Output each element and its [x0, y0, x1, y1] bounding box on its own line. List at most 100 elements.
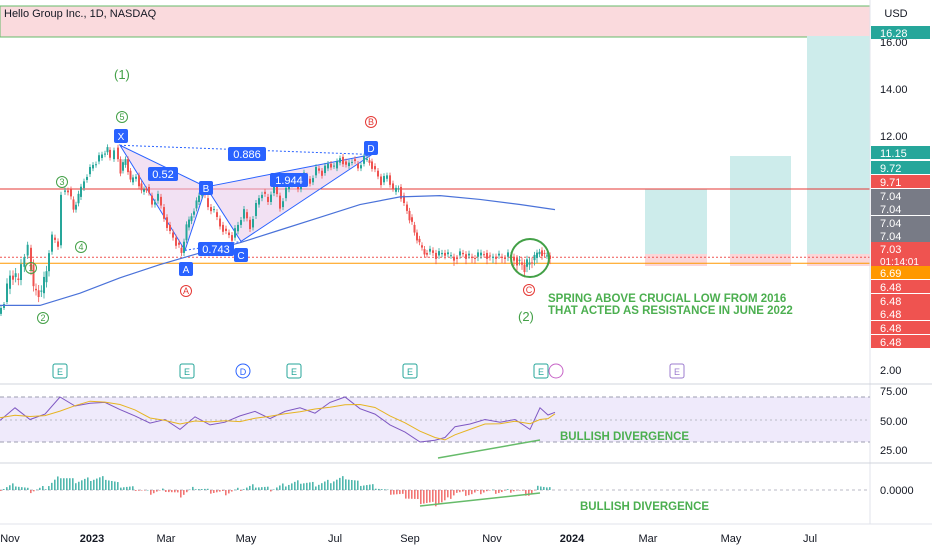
candle-body	[285, 187, 287, 199]
candle-body	[447, 252, 449, 255]
macd-bar	[324, 481, 326, 490]
candle-body	[122, 162, 124, 171]
macd-bar	[192, 486, 194, 490]
candle-body	[507, 252, 509, 257]
candle-body	[389, 175, 391, 185]
macd-bar	[309, 482, 311, 490]
candle-body	[195, 200, 198, 209]
macd-bar	[129, 486, 131, 490]
svg-text:0.52: 0.52	[152, 169, 173, 181]
event-marker-e[interactable]: E	[669, 363, 685, 379]
svg-text:11.15: 11.15	[880, 148, 907, 160]
candle-body	[207, 198, 209, 208]
candle-body	[64, 190, 66, 192]
candle-body	[357, 163, 359, 169]
macd-bar	[213, 490, 215, 493]
svg-text:E: E	[407, 367, 413, 377]
candle-body	[222, 224, 224, 232]
macd-bar	[411, 490, 413, 499]
macd-bar	[30, 490, 32, 494]
x-axis[interactable]: Nov 2023 Mar May Jul Sep Nov 2024 Mar May Jul	[0, 533, 817, 545]
macd-bar	[381, 489, 383, 490]
macd-bar	[171, 490, 173, 493]
svg-text:4: 4	[78, 242, 83, 252]
macd-bar	[21, 487, 23, 490]
macd-bar	[546, 487, 548, 490]
macd-bar	[81, 480, 83, 490]
macd-bar	[384, 489, 386, 490]
currency-button[interactable]: USD	[878, 4, 914, 22]
event-marker-d[interactable]: D	[235, 363, 251, 379]
candle-body	[483, 254, 485, 256]
wave-minor-5: 5	[116, 111, 128, 123]
candle-body	[6, 283, 8, 302]
macd-bar	[345, 479, 347, 490]
candle-body	[453, 256, 455, 261]
macd-bar	[462, 490, 464, 492]
candle-body	[321, 170, 323, 176]
projection-box-1-stop	[645, 254, 707, 266]
macd-bar	[465, 490, 467, 496]
macd-bar	[198, 489, 200, 490]
candle-body	[543, 252, 546, 254]
svg-text:6.48: 6.48	[880, 309, 901, 321]
macd-bar	[306, 482, 308, 490]
wave-1-primary: (1)	[114, 67, 130, 82]
candle-body	[180, 247, 183, 253]
macd-bar	[369, 484, 371, 490]
candle-body	[438, 251, 440, 256]
macd-bar	[231, 490, 233, 492]
event-marker-e[interactable]: E	[533, 363, 549, 379]
price-label: 7.04	[871, 229, 930, 243]
x-tick: Jul	[803, 533, 817, 545]
candle-body	[504, 258, 506, 259]
macd-bar	[144, 490, 146, 491]
candle-body	[348, 162, 350, 167]
candle-body	[531, 262, 533, 264]
macd-bar	[459, 490, 461, 493]
macd-bar	[522, 490, 524, 491]
macd-bar	[276, 487, 278, 490]
candle-body	[309, 178, 311, 184]
macd-bar	[78, 481, 80, 490]
candle-body	[279, 195, 281, 209]
svg-text:1.944: 1.944	[275, 175, 303, 187]
event-marker-e[interactable]: E	[286, 363, 302, 379]
candle-body	[101, 154, 103, 158]
macd-bar	[360, 485, 362, 490]
macd-bar	[453, 490, 455, 496]
wave-corrective-c: C	[523, 284, 535, 296]
candle-body	[492, 256, 494, 258]
candle-body	[17, 278, 20, 280]
price-label: 6.48	[871, 294, 930, 308]
macd-bar	[3, 489, 5, 490]
macd-bar	[267, 486, 269, 490]
macd-bar	[138, 490, 140, 491]
x-tick: May	[236, 533, 257, 545]
candle-body	[190, 216, 193, 222]
candle-body	[40, 290, 43, 292]
candle-body	[339, 158, 341, 163]
candle-body	[255, 203, 257, 216]
pattern-point-x: X	[114, 129, 128, 143]
macd-divergence-label: BULLISH DIVERGENCE	[580, 501, 709, 513]
macd-bar	[432, 490, 434, 502]
x-tick: Sep	[400, 533, 420, 545]
macd-bar	[195, 489, 197, 490]
event-marker-e[interactable]: E	[179, 363, 195, 379]
macd-bar	[549, 487, 551, 490]
event-marker-e[interactable]: E	[52, 363, 68, 379]
svg-text:3: 3	[59, 177, 64, 187]
candle-body	[183, 241, 185, 253]
macd-bar	[519, 490, 521, 491]
macd-bar	[186, 490, 188, 493]
macd-bar	[9, 485, 11, 490]
svg-text:A: A	[183, 265, 190, 276]
macd-tick-0: 0.0000	[880, 485, 914, 497]
price-label: 16.28	[871, 26, 930, 40]
macd-bar	[315, 486, 317, 490]
macd-bar	[180, 490, 182, 498]
candle-body	[12, 275, 14, 280]
event-marker-e[interactable]: E	[402, 363, 418, 379]
